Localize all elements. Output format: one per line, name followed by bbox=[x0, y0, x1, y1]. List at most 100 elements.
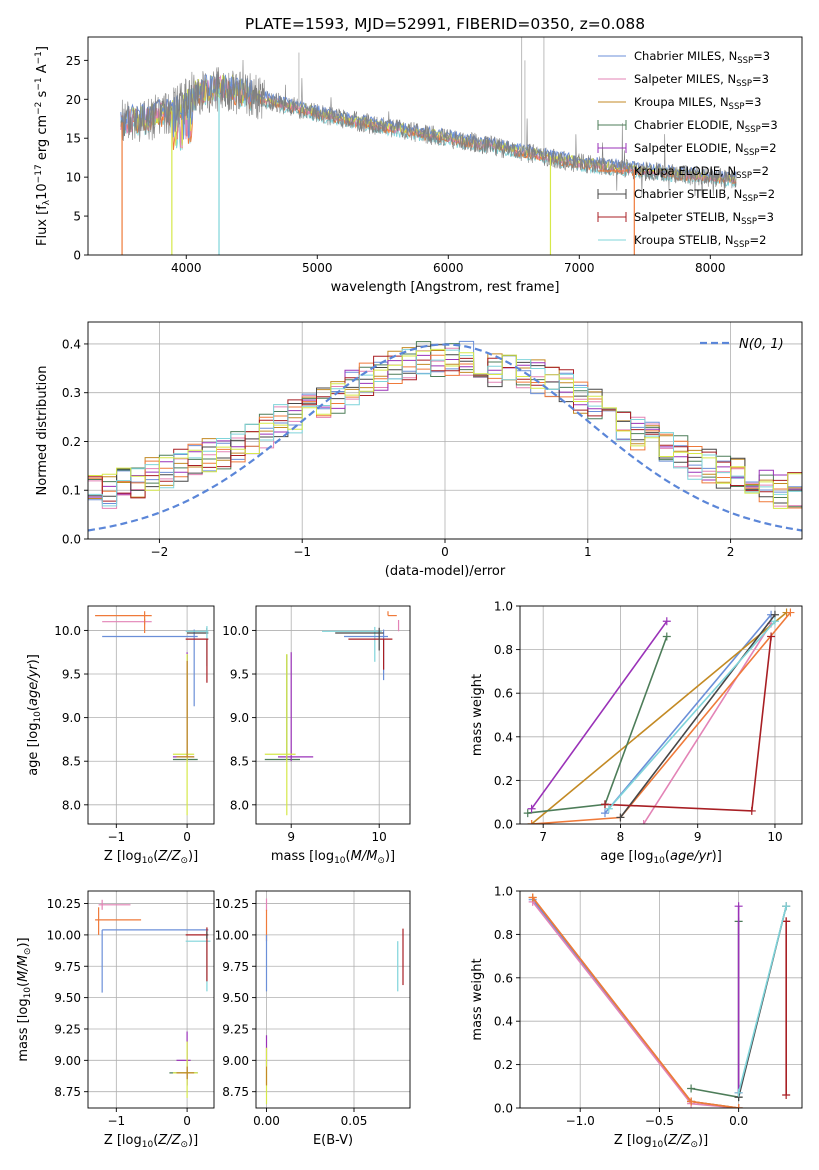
spectrum-data bbox=[120, 37, 737, 255]
y-axis-label: mass [log10(M/M⊙)] bbox=[16, 937, 33, 1061]
mass-weight-line bbox=[642, 622, 772, 824]
y-tick-label: 9.75 bbox=[222, 960, 249, 974]
y-tick-label: 0.1 bbox=[62, 484, 81, 498]
mass_vs_ebv-data bbox=[265, 898, 404, 1105]
figure-title: PLATE=1593, MJD=52991, FIBERID=0350, z=0… bbox=[245, 15, 645, 33]
y-tick-label: 9.50 bbox=[222, 991, 249, 1005]
y-tick-label: 0.8 bbox=[494, 928, 513, 942]
y-tick-label: 0.4 bbox=[494, 730, 513, 744]
y-tick-label: 0.3 bbox=[62, 386, 81, 400]
x-tick-label: −0.5 bbox=[645, 1114, 674, 1128]
x-tick-label: 0 bbox=[441, 545, 449, 559]
mass-weight-marker bbox=[687, 1084, 696, 1093]
x-axis-label: Z [log10(Z/Z⊙)] bbox=[614, 1133, 708, 1150]
x-tick-label: 0.00 bbox=[253, 1114, 280, 1128]
y-tick-label: 10 bbox=[66, 171, 81, 185]
axes-frame bbox=[87, 36, 803, 256]
x-axis-label: age [log10(age/yr)] bbox=[600, 849, 722, 866]
mass-weight-line bbox=[619, 614, 776, 818]
y-tick-label: 8.0 bbox=[62, 798, 81, 812]
x-tick-label: 0 bbox=[183, 830, 191, 844]
mass-weight-line bbox=[737, 906, 787, 1093]
data-layer bbox=[88, 37, 802, 1108]
legend-label: N(0, 1) bbox=[739, 337, 784, 352]
mass-weight-marker bbox=[734, 1088, 743, 1097]
y-tick-label: 0.0 bbox=[62, 533, 81, 547]
mass-weight-marker bbox=[616, 813, 625, 822]
axes-frame bbox=[519, 890, 803, 1109]
x-tick-label: 8000 bbox=[695, 261, 726, 275]
y-tick-label: 9.75 bbox=[54, 960, 81, 974]
legend-label: Kroupa STELIB, NSSP=2 bbox=[634, 233, 766, 250]
y-axis-label: Flux [fλ10−17 erg cm−2 s−1 A−1] bbox=[34, 46, 52, 246]
y-tick-label: 9.50 bbox=[54, 991, 81, 1005]
y-tick-label: 0.6 bbox=[494, 687, 513, 701]
x-tick-label: 0.0 bbox=[729, 1114, 748, 1128]
mass-weight-line bbox=[532, 897, 739, 1108]
x-tick-label: 4000 bbox=[171, 261, 202, 275]
x-axis-label: Z [log10(Z/Z⊙)] bbox=[104, 1133, 198, 1150]
y-tick-label: 0.0 bbox=[494, 1102, 513, 1116]
x-axis-label: (data-model)/error bbox=[385, 564, 506, 579]
mass-weight-marker bbox=[782, 917, 791, 926]
x-tick-label: −1 bbox=[107, 830, 125, 844]
y-axis-label: mass weight bbox=[470, 674, 485, 756]
grid-layer bbox=[88, 322, 802, 1109]
mass-weight-line bbox=[690, 921, 740, 1099]
residual-histogram-step bbox=[88, 348, 802, 509]
y-tick-label: 8.5 bbox=[230, 755, 249, 769]
mass-weight-marker bbox=[767, 632, 776, 641]
y-tick-label: 5 bbox=[73, 210, 81, 224]
x-tick-label: 7 bbox=[539, 830, 547, 844]
mass_vs_Z-data bbox=[95, 899, 211, 1098]
x-tick-label: 0 bbox=[183, 1114, 191, 1128]
y-tick-label: 0 bbox=[73, 249, 81, 263]
mass-weight-line bbox=[530, 620, 668, 810]
x-tick-label: 1 bbox=[584, 545, 592, 559]
mass-weight-marker bbox=[527, 820, 536, 824]
axes-frame bbox=[255, 605, 411, 825]
x-tick-label: 10 bbox=[767, 830, 782, 844]
axes-frame bbox=[519, 605, 803, 825]
y-tick-label: 9.0 bbox=[230, 711, 249, 725]
mass-weight-marker bbox=[639, 820, 648, 824]
x-tick-label: 5000 bbox=[302, 261, 333, 275]
normal-curve bbox=[88, 343, 802, 532]
mass-weight-line bbox=[604, 614, 772, 814]
axes-frame bbox=[255, 890, 411, 1109]
mass-weight-marker bbox=[528, 893, 537, 902]
mass-weight-line bbox=[608, 620, 776, 810]
x-axis-label: mass [log10(M/M⊙)] bbox=[271, 849, 395, 866]
y-tick-label: 0.6 bbox=[494, 971, 513, 985]
legend-label: Kroupa ELODIE, NSSP=2 bbox=[634, 164, 769, 181]
x-tick-label: 9 bbox=[287, 830, 295, 844]
mass-weight-marker bbox=[782, 902, 791, 911]
x-tick-label: −1.0 bbox=[566, 1114, 595, 1128]
y-tick-label: 10.00 bbox=[47, 928, 81, 942]
y-tick-label: 0.8 bbox=[494, 643, 513, 657]
x-axis-label: Z [log10(Z/Z⊙)] bbox=[104, 849, 198, 866]
y-tick-label: 9.5 bbox=[230, 668, 249, 682]
mass-weight-marker bbox=[523, 809, 532, 818]
y-tick-label: 8.5 bbox=[62, 755, 81, 769]
age_vs_mass-data bbox=[264, 611, 400, 816]
y-tick-label: 9.5 bbox=[62, 668, 81, 682]
legend-label: Chabrier ELODIE, NSSP=3 bbox=[634, 118, 778, 135]
x-tick-label: 7000 bbox=[564, 261, 595, 275]
y-tick-label: 8.0 bbox=[230, 798, 249, 812]
mass-weight-line bbox=[531, 611, 788, 824]
mass-weight-marker bbox=[734, 1104, 743, 1108]
y-tick-label: 1.0 bbox=[494, 600, 513, 614]
x-axis-label: E(B-V) bbox=[313, 1133, 353, 1148]
y-axis-label: mass weight bbox=[470, 958, 485, 1040]
x-tick-label: 9 bbox=[694, 830, 702, 844]
y-axis-label: Normed distribution bbox=[35, 366, 50, 496]
x-tick-label: −2 bbox=[151, 545, 169, 559]
mass-weight-line bbox=[532, 901, 739, 1108]
y-tick-label: 0.4 bbox=[62, 337, 81, 351]
x-tick-label: 2 bbox=[727, 545, 735, 559]
mass-weight-marker bbox=[687, 1097, 696, 1106]
y-tick-label: 1.0 bbox=[494, 885, 513, 899]
y-axis-label: age [log10(age/yr)] bbox=[26, 654, 43, 776]
y-tick-label: 0.0 bbox=[494, 818, 513, 832]
